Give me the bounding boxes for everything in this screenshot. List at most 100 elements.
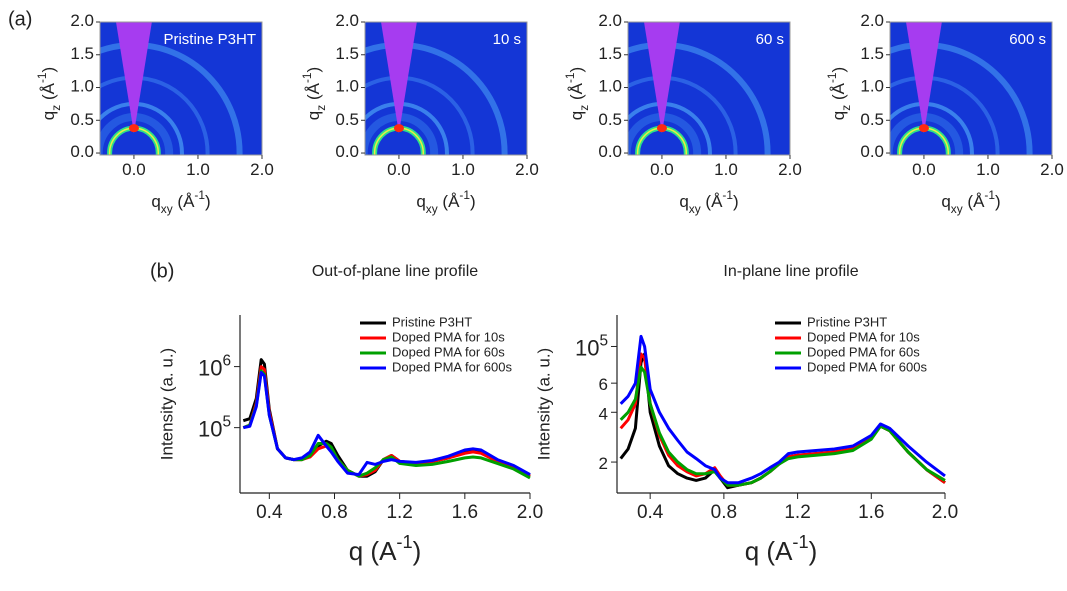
tick-label: 0.5: [860, 110, 884, 129]
tick-label: 106: [198, 352, 231, 380]
annotation: 60 s: [756, 31, 784, 48]
tick-label: 1.5: [335, 44, 359, 63]
legend-label: Pristine P3HT: [392, 314, 472, 329]
detector-image: [628, 22, 790, 155]
label-part: xy: [689, 202, 701, 216]
specular-spot: [656, 124, 667, 133]
label-part: -1: [396, 532, 412, 552]
label-part: -1: [825, 72, 839, 83]
tick-label: 2.0: [250, 160, 274, 179]
tick-label: 2.0: [778, 160, 802, 179]
label-part: -1: [792, 532, 808, 552]
x-axis-label: qxy (Å-1): [416, 188, 475, 216]
label-part: (Å: [963, 192, 985, 211]
tick-label-base: 2.0: [860, 11, 884, 30]
tick-label-base: 1.0: [976, 160, 1000, 179]
label-part: (Å: [173, 192, 195, 211]
legend-label: Doped PMA for 60s: [392, 344, 505, 359]
label-part: (Å: [567, 82, 586, 104]
tick-label-sup: 6: [222, 352, 231, 369]
tick-label: 2.0: [932, 502, 958, 523]
tick-label: 4: [599, 405, 608, 424]
label-part: q: [304, 111, 323, 120]
specular-spot: [918, 124, 929, 133]
beam-stop: [116, 22, 152, 134]
tick-label: 0.0: [598, 143, 622, 162]
tick-label: 1.6: [858, 502, 884, 523]
tick-label: 105: [198, 413, 231, 441]
frame: [889, 21, 1053, 156]
panel-label: (b): [150, 260, 174, 282]
label-part: q: [567, 111, 586, 120]
tick-label: 1.0: [335, 77, 359, 96]
label-part: q (A: [745, 536, 793, 566]
tick-label-base: 6: [599, 376, 608, 395]
tick-label: 2.0: [335, 11, 359, 30]
detector-image: [890, 22, 1052, 155]
tick-label: 0.4: [637, 502, 664, 523]
tick-label-base: 4: [599, 405, 608, 424]
label-part: -1: [563, 72, 577, 83]
label-part: xy: [426, 202, 438, 216]
label-part: -1: [35, 72, 49, 83]
legend-label: Doped PMA for 600s: [392, 359, 512, 374]
label-part: z: [577, 105, 591, 111]
frame: [364, 21, 528, 156]
specular-spot: [128, 124, 139, 133]
tick-label: 105: [575, 332, 608, 360]
label-part: -1: [722, 188, 733, 202]
tick-label-base: 0.0: [387, 160, 411, 179]
tick-label-sup: 5: [599, 332, 608, 349]
x-axis-label: qxy (Å-1): [679, 188, 738, 216]
tick-label-base: 0.0: [335, 143, 359, 162]
beam-stop: [381, 22, 417, 134]
label-part: ): [995, 192, 1001, 211]
tick-label: 1.0: [451, 160, 475, 179]
tick-label-base: 10: [198, 416, 222, 441]
chart-title: Out-of-plane line profile: [312, 263, 478, 280]
label-part: ): [470, 192, 476, 211]
beam-stop: [906, 22, 942, 134]
y-axis-label: qz (Å-1): [300, 67, 328, 120]
tick-label-base: 0.0: [650, 160, 674, 179]
x-axis-label: q (A-1): [745, 532, 818, 566]
tick-label: 2.0: [517, 502, 543, 523]
beam-stop: [644, 22, 680, 134]
tick-label: 6: [599, 376, 608, 395]
label-part: ): [205, 192, 211, 211]
tick-label: 1.0: [714, 160, 738, 179]
legend-label: Doped PMA for 10s: [392, 329, 505, 344]
annotation: 600 s: [1009, 31, 1046, 48]
tick-label-base: 2.0: [515, 160, 539, 179]
detector-image: [100, 22, 262, 155]
tick-label-base: 1.0: [598, 77, 622, 96]
tick-label: 2.0: [70, 11, 94, 30]
tick-label: 1.5: [598, 44, 622, 63]
tick-label: 2.0: [515, 160, 539, 179]
label-part: ): [829, 67, 848, 73]
legend-label: Doped PMA for 10s: [807, 329, 920, 344]
label-part: (Å: [701, 192, 723, 211]
label-part: -1: [194, 188, 205, 202]
tick-label-base: 2.0: [250, 160, 274, 179]
annotation: 10 s: [493, 31, 521, 48]
y-axis-label: Intensity (a. u.): [157, 348, 176, 460]
tick-label: 1.6: [452, 502, 478, 523]
tick-label: 1.2: [386, 502, 412, 523]
series-line: [619, 334, 946, 485]
tick-label-base: 2.0: [70, 11, 94, 30]
tick-label-base: 1.0: [70, 77, 94, 96]
legend-label: Doped PMA for 600s: [807, 359, 927, 374]
tick-label-base: 2.0: [517, 502, 543, 523]
tick-label-base: 1.0: [714, 160, 738, 179]
tick-label: 0.5: [598, 110, 622, 129]
tick-label: 0.5: [335, 110, 359, 129]
tick-label: 1.0: [70, 77, 94, 96]
chart-title: In-plane line profile: [723, 263, 858, 280]
label-part: ): [733, 192, 739, 211]
tick-label: 1.5: [860, 44, 884, 63]
label-part: q: [151, 192, 160, 211]
tick-label-sup: 5: [222, 413, 231, 430]
tick-label-base: 0.0: [912, 160, 936, 179]
tick-label: 0.8: [321, 502, 347, 523]
